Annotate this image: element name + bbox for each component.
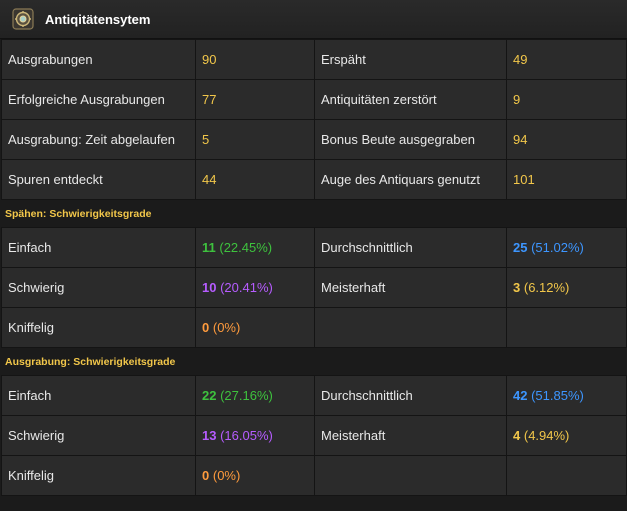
table-row: Kniffelig 0 (0%) [1, 307, 627, 348]
difficulty-label: Schwierig [1, 267, 196, 308]
ausgrabung-difficulty-table: Einfach 22 (27.16%) Durchschnittlich 42 … [1, 375, 627, 496]
table-row: Einfach 11 (22.45%) Durchschnittlich 25 … [1, 227, 627, 268]
spaehen-difficulty-table: Einfach 11 (22.45%) Durchschnittlich 25 … [1, 227, 627, 348]
difficulty-value: 11 (22.45%) [195, 227, 315, 268]
table-row: Ausgrabungen 90 Erspäht 49 [1, 39, 627, 80]
stat-value: 44 [195, 159, 315, 200]
table-row: Schwierig 13 (16.05%) Meisterhaft 4 (4.9… [1, 415, 627, 456]
stat-label: Erspäht [314, 39, 507, 80]
table-row: Ausgrabung: Zeit abgelaufen 5 Bonus Beut… [1, 119, 627, 160]
stat-label: Auge des Antiquars genutzt [314, 159, 507, 200]
stat-value: 5 [195, 119, 315, 160]
stats-table: Ausgrabungen 90 Erspäht 49 Erfolgreiche … [1, 39, 627, 200]
difficulty-label: Meisterhaft [314, 415, 507, 456]
difficulty-count: 3 [513, 280, 521, 295]
difficulty-percent: (4.94%) [523, 428, 570, 443]
difficulty-label: Einfach [1, 227, 196, 268]
stat-value: 101 [506, 159, 627, 200]
difficulty-percent: (0%) [212, 320, 241, 335]
difficulty-count: 11 [202, 240, 216, 255]
stat-label: Bonus Beute ausgegraben [314, 119, 507, 160]
empty-cell [314, 455, 507, 496]
difficulty-count: 10 [202, 280, 217, 295]
difficulty-value: 3 (6.12%) [506, 267, 627, 308]
difficulty-count: 25 [513, 240, 528, 255]
stat-label: Ausgrabungen [1, 39, 196, 80]
difficulty-percent: (16.05%) [220, 428, 273, 443]
difficulty-value: 42 (51.85%) [506, 375, 627, 416]
empty-cell [506, 307, 627, 348]
difficulty-label: Einfach [1, 375, 196, 416]
stat-value: 77 [195, 79, 315, 120]
stat-value: 9 [506, 79, 627, 120]
panel-header: Antiqitätensytem [0, 0, 627, 39]
panel-title: Antiqitätensytem [45, 11, 151, 27]
section-title-ausgrabung: Ausgrabung: Schwierigkeitsgrade [0, 348, 627, 375]
difficulty-count: 4 [513, 428, 521, 443]
difficulty-label: Durchschnittlich [314, 227, 507, 268]
difficulty-percent: (51.85%) [531, 388, 584, 403]
difficulty-count: 0 [202, 468, 210, 483]
stat-label: Erfolgreiche Ausgrabungen [1, 79, 196, 120]
stat-label: Spuren entdeckt [1, 159, 196, 200]
difficulty-count: 42 [513, 388, 528, 403]
archaeology-compass-icon [12, 8, 34, 30]
difficulty-label: Kniffelig [1, 307, 196, 348]
stat-label: Antiquitäten zerstört [314, 79, 507, 120]
difficulty-count: 22 [202, 388, 217, 403]
empty-cell [314, 307, 507, 348]
difficulty-percent: (27.16%) [220, 388, 273, 403]
table-row: Spuren entdeckt 44 Auge des Antiquars ge… [1, 159, 627, 200]
difficulty-label: Schwierig [1, 415, 196, 456]
stat-value: 90 [195, 39, 315, 80]
difficulty-count: 13 [202, 428, 217, 443]
difficulty-label: Durchschnittlich [314, 375, 507, 416]
difficulty-percent: (6.12%) [523, 280, 570, 295]
difficulty-count: 0 [202, 320, 210, 335]
section-title-spaehen: Spähen: Schwierigkeitsgrade [0, 200, 627, 227]
difficulty-value: 0 (0%) [195, 455, 315, 496]
difficulty-value: 4 (4.94%) [506, 415, 627, 456]
table-row: Einfach 22 (27.16%) Durchschnittlich 42 … [1, 375, 627, 416]
difficulty-label: Kniffelig [1, 455, 196, 496]
table-row: Erfolgreiche Ausgrabungen 77 Antiquitäte… [1, 79, 627, 120]
difficulty-percent: (51.02%) [531, 240, 584, 255]
difficulty-label: Meisterhaft [314, 267, 507, 308]
table-row: Schwierig 10 (20.41%) Meisterhaft 3 (6.1… [1, 267, 627, 308]
empty-cell [506, 455, 627, 496]
difficulty-value: 25 (51.02%) [506, 227, 627, 268]
difficulty-percent: (22.45%) [219, 240, 273, 255]
difficulty-percent: (20.41%) [220, 280, 273, 295]
difficulty-value: 0 (0%) [195, 307, 315, 348]
stat-value: 94 [506, 119, 627, 160]
table-row: Kniffelig 0 (0%) [1, 455, 627, 496]
stat-label: Ausgrabung: Zeit abgelaufen [1, 119, 196, 160]
difficulty-value: 13 (16.05%) [195, 415, 315, 456]
difficulty-value: 10 (20.41%) [195, 267, 315, 308]
difficulty-percent: (0%) [212, 468, 241, 483]
stat-value: 49 [506, 39, 627, 80]
difficulty-value: 22 (27.16%) [195, 375, 315, 416]
